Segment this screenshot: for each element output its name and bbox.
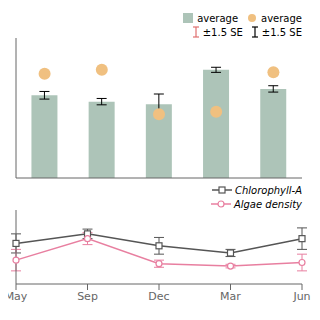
html-text:±1.5 SE: ±1.5 SE	[202, 26, 243, 38]
svg-text:Jun: Jun	[292, 290, 310, 303]
svg-text:Sep: Sep	[77, 290, 98, 303]
svg-text:May: May	[8, 290, 28, 303]
html-text:Chlorophyll-A: Chlorophyll-A	[234, 184, 302, 196]
svg-text:Dec: Dec	[148, 290, 169, 303]
html-text:±1.5 SE: ±1.5 SE	[261, 26, 302, 38]
svg-text:Mar: Mar	[220, 290, 241, 303]
html-text:Algae density: Algae density	[233, 198, 302, 210]
html-text:average: average	[197, 12, 239, 24]
html-text:average: average	[261, 12, 302, 24]
